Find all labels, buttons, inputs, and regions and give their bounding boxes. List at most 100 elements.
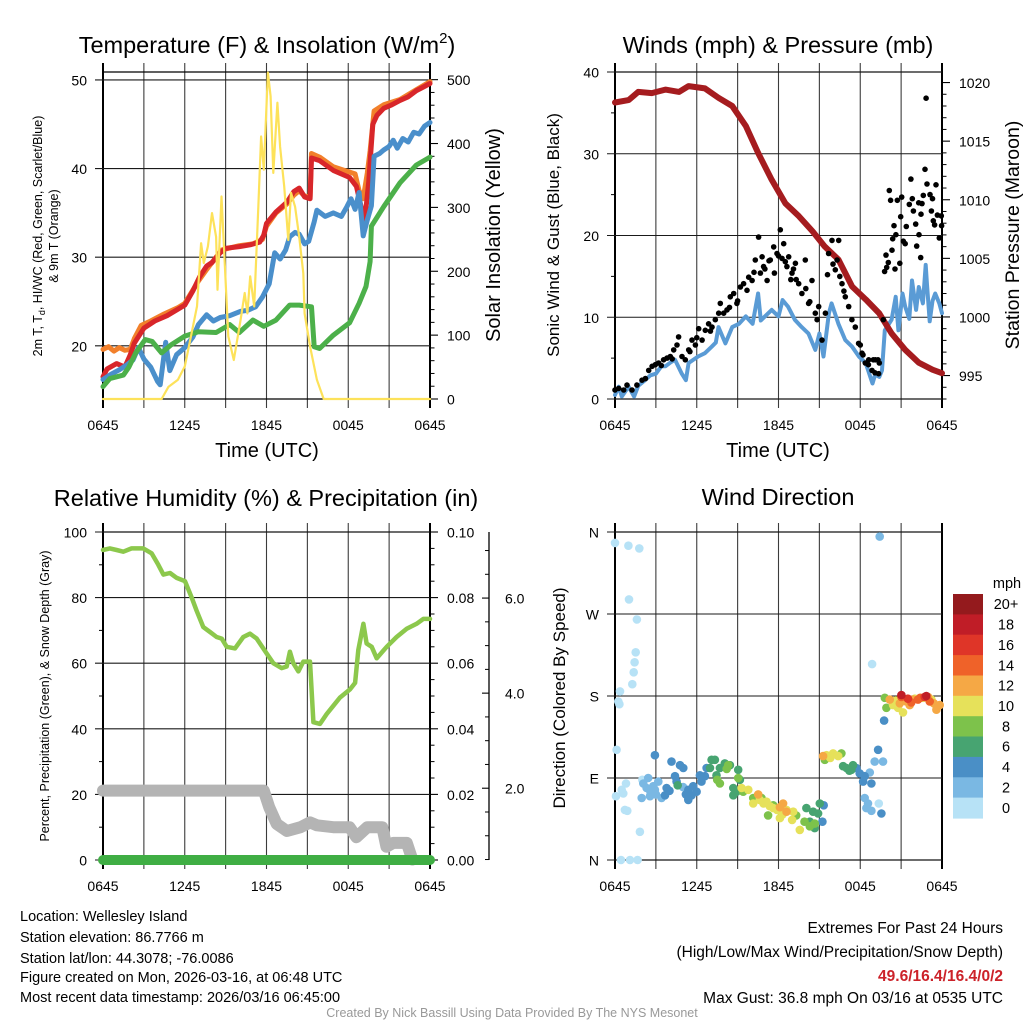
wind-gust-point xyxy=(807,298,813,305)
wind-gust-point xyxy=(658,362,665,369)
x-tick-label: 0645 xyxy=(599,878,630,894)
wind-gust-point xyxy=(670,347,677,353)
wind-gust-point xyxy=(928,208,935,214)
wind-gust-point xyxy=(709,324,715,330)
wind-gust-point xyxy=(784,263,790,270)
wind-gust-point xyxy=(865,361,872,368)
y-tick-label: N xyxy=(589,525,599,541)
wind-gust-point xyxy=(751,269,757,276)
wind-gust-point xyxy=(839,280,845,287)
wind-direction-point xyxy=(624,595,634,604)
wind-direction-point xyxy=(635,544,644,553)
wind-gust-point xyxy=(924,181,930,187)
temperature-y-axis-label: 2m T, Td, HI/WC (Red, Green, Scarlet/Blu… xyxy=(31,116,47,357)
wind-gust-point xyxy=(897,213,904,220)
colorbar-swatch xyxy=(953,777,983,799)
wind-direction-chart-title: Wind Direction xyxy=(702,484,855,510)
colorbar-label: 8 xyxy=(1002,719,1010,735)
wind-gust-point xyxy=(687,348,693,355)
wind-direction-point xyxy=(629,668,638,677)
wind-gust-point xyxy=(837,273,843,280)
wind-gust-point xyxy=(880,316,887,323)
y-tick-label: 20 xyxy=(71,338,87,354)
temperature-chart-title: Temperature (F) & Insolation (W/m2) xyxy=(79,30,456,58)
wind-gust-point xyxy=(842,294,849,300)
wind-direction-point xyxy=(782,807,791,816)
x-tick-label: 1845 xyxy=(763,878,794,894)
ylabel-subscript: d xyxy=(37,310,47,315)
wind-gust-point xyxy=(793,276,799,283)
wind-direction-point xyxy=(630,658,639,667)
colorbar-label: 2 xyxy=(1002,781,1010,797)
wind-gust-point xyxy=(919,200,925,207)
wind-direction-point xyxy=(722,764,731,774)
wind-gust-point xyxy=(857,342,864,348)
x-tick-label: 1245 xyxy=(169,878,200,894)
x-tick-label: 0045 xyxy=(845,417,876,433)
wind-gust-point xyxy=(849,316,855,323)
wind-gust-point xyxy=(694,334,700,341)
wind-direction-point xyxy=(692,787,701,796)
temp-2m-line xyxy=(100,81,433,380)
pressure-line xyxy=(612,83,945,377)
grid xyxy=(607,523,943,869)
wind-gust-point xyxy=(695,325,702,332)
wind-direction-point xyxy=(624,541,633,550)
wind-gust-point xyxy=(624,382,630,388)
wind-direction-point xyxy=(650,750,660,760)
wind-direction-point xyxy=(744,785,753,795)
y2-tick-label: 400 xyxy=(447,136,471,152)
wind-direction-point xyxy=(903,694,913,703)
wind-direction-point xyxy=(667,757,676,766)
wind-gust-point xyxy=(889,236,896,242)
wind-direction-point xyxy=(810,819,819,828)
wind-direction-point xyxy=(631,648,640,657)
wind-gust-point xyxy=(799,290,805,297)
wind-direction-point xyxy=(632,615,642,624)
snow-depth-line xyxy=(97,784,419,866)
x-tick-label: 1245 xyxy=(681,878,712,894)
y-tick-label: 20 xyxy=(583,228,599,244)
wind-direction-point xyxy=(753,790,763,799)
speed-colorbar: 20+ 18 16 14 12 10 8 6 4 2 0 mph xyxy=(953,576,1021,819)
wind-direction-point xyxy=(877,809,886,818)
wind-gust-point xyxy=(938,213,945,219)
wind-gust-point xyxy=(897,260,903,267)
wind-direction-point xyxy=(818,817,827,826)
solar-y2-axis-label: Solar Insolation (Yellow) xyxy=(483,128,505,342)
y-tick-label: 60 xyxy=(71,656,87,672)
wind-gust-point xyxy=(918,211,924,217)
y-tick-label: 0 xyxy=(591,392,599,408)
station-elevation: Station elevation: 86.7766 m xyxy=(20,930,204,946)
wind-gust-point xyxy=(938,222,945,229)
colorbar-swatch xyxy=(953,695,983,717)
wind-direction-point xyxy=(637,793,646,803)
wind-gust-point xyxy=(889,247,895,253)
wind-gust-point xyxy=(669,356,675,362)
pressure-y2-axis-label: Station Pressure (Maroon) xyxy=(1002,121,1024,350)
wind-gust-point xyxy=(803,285,809,292)
wind-gust-point xyxy=(894,197,901,204)
title-superscript: 2 xyxy=(439,30,447,47)
wind-gust-point xyxy=(675,334,682,340)
wind-direction-point xyxy=(615,687,625,696)
y-tick-label: 30 xyxy=(583,146,599,162)
wind-gust-point xyxy=(913,243,920,249)
x-tick-label: 1845 xyxy=(251,878,282,894)
y-tick-label: S xyxy=(590,689,599,705)
wind-gust-point xyxy=(893,231,899,238)
wind-gust-point xyxy=(902,240,908,247)
wind-gust-point xyxy=(929,195,936,202)
wind-gust-point xyxy=(752,257,759,263)
wind-gust-point xyxy=(898,194,905,200)
wind-gust-point xyxy=(883,252,889,258)
wind-gust-point xyxy=(912,221,919,227)
wind-gust-point xyxy=(916,231,922,238)
wind-direction-point xyxy=(737,783,746,793)
wind-gust-point xyxy=(717,300,724,307)
wind-direction-point xyxy=(833,751,843,761)
wind-gust-point xyxy=(642,375,649,382)
wind-gust-point xyxy=(825,250,832,257)
